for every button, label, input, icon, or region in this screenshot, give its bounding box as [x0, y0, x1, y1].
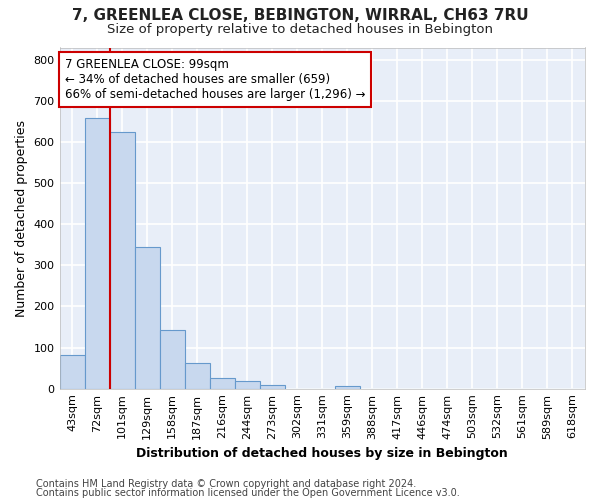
Text: 7 GREENLEA CLOSE: 99sqm
← 34% of detached houses are smaller (659)
66% of semi-d: 7 GREENLEA CLOSE: 99sqm ← 34% of detache… [65, 58, 365, 100]
Bar [134, 247, 160, 388]
Text: Size of property relative to detached houses in Bebington: Size of property relative to detached ho… [107, 22, 493, 36]
Y-axis label: Number of detached properties: Number of detached properties [15, 120, 28, 316]
Text: 7, GREENLEA CLOSE, BEBINGTON, WIRRAL, CH63 7RU: 7, GREENLEA CLOSE, BEBINGTON, WIRRAL, CH… [71, 8, 529, 22]
Bar [335, 386, 360, 388]
Bar [59, 355, 85, 388]
Bar [160, 330, 185, 388]
Text: Contains public sector information licensed under the Open Government Licence v3: Contains public sector information licen… [36, 488, 460, 498]
Text: Contains HM Land Registry data © Crown copyright and database right 2024.: Contains HM Land Registry data © Crown c… [36, 479, 416, 489]
Bar [185, 363, 209, 388]
Bar [260, 384, 285, 388]
X-axis label: Distribution of detached houses by size in Bebington: Distribution of detached houses by size … [136, 447, 508, 460]
Bar [110, 132, 134, 388]
Bar [85, 118, 110, 388]
Bar [235, 382, 260, 388]
Bar [209, 378, 235, 388]
